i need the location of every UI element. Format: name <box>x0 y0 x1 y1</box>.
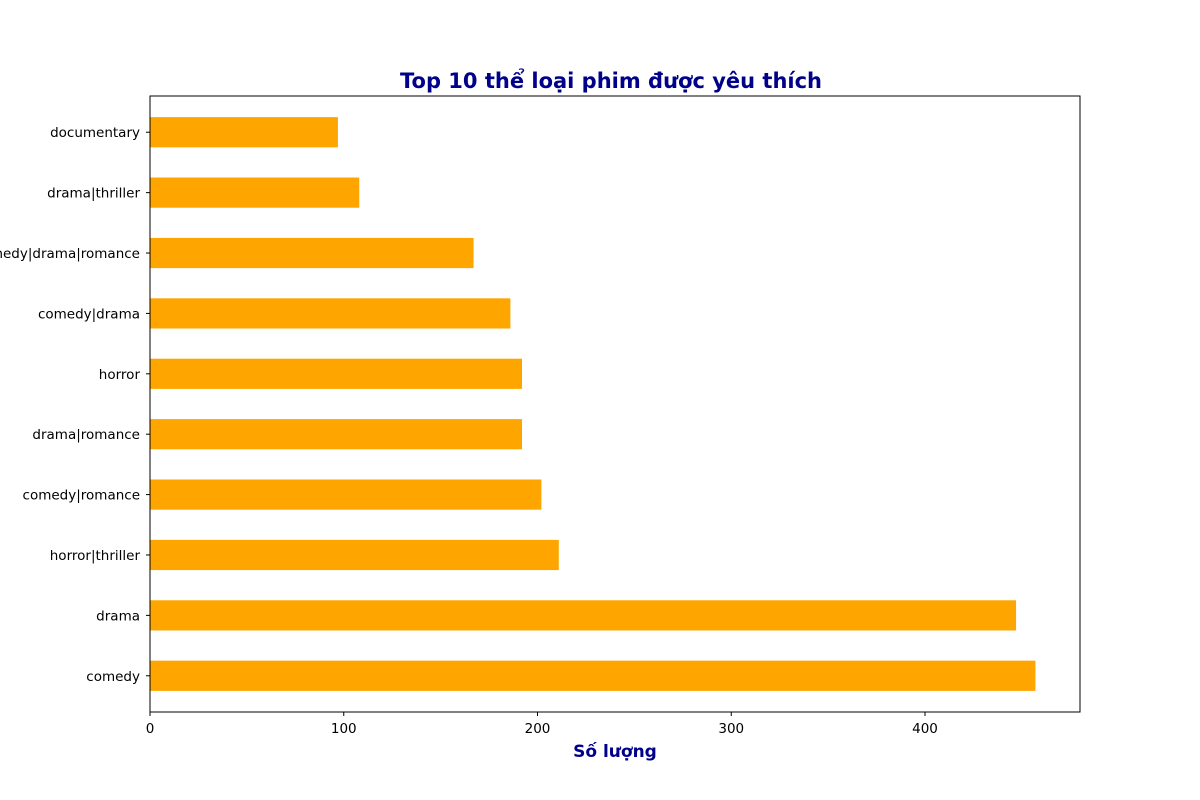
bar-horror <box>150 358 522 389</box>
bar-drama <box>150 600 1017 631</box>
x-axis-ticks: 0 100 200 300 400 <box>146 712 938 737</box>
bar-documentary <box>150 117 338 148</box>
y-tick-label: comedy|romance <box>23 488 140 504</box>
x-tick-label: 300 <box>718 721 744 737</box>
bar-drama-romance <box>150 419 522 450</box>
bar-horror-thriller <box>150 539 559 571</box>
bars <box>150 117 1036 691</box>
x-tick-label: 100 <box>331 721 357 737</box>
y-tick-label: comedy|drama|romance <box>0 246 140 262</box>
bar-comedy-romance <box>150 479 542 510</box>
bar-comedy-drama <box>150 298 511 329</box>
y-axis-ticks: comedy drama horror|thriller comedy|romance… <box>0 125 150 685</box>
bar-comedy-drama-romance <box>150 237 474 269</box>
x-axis-label: Số lượng <box>573 741 657 762</box>
y-tick-label: drama <box>96 608 140 624</box>
y-tick-label: horror <box>99 367 141 383</box>
x-tick-label: 200 <box>525 721 551 737</box>
y-tick-label: drama|thriller <box>47 186 140 202</box>
x-tick-label: 0 <box>146 721 155 737</box>
x-tick-label: 400 <box>912 721 938 737</box>
y-tick-label: drama|romance <box>32 427 140 443</box>
y-tick-label: comedy|drama <box>38 306 140 322</box>
bar-comedy <box>150 660 1036 691</box>
chart-title: Top 10 thể loại phim được yêu thích <box>400 68 822 93</box>
y-tick-label: comedy <box>86 669 140 685</box>
bar-drama-thriller <box>150 177 360 208</box>
y-tick-label: horror|thriller <box>50 548 141 564</box>
y-tick-label: documentary <box>50 125 140 141</box>
plot-frame <box>149 95 1081 713</box>
